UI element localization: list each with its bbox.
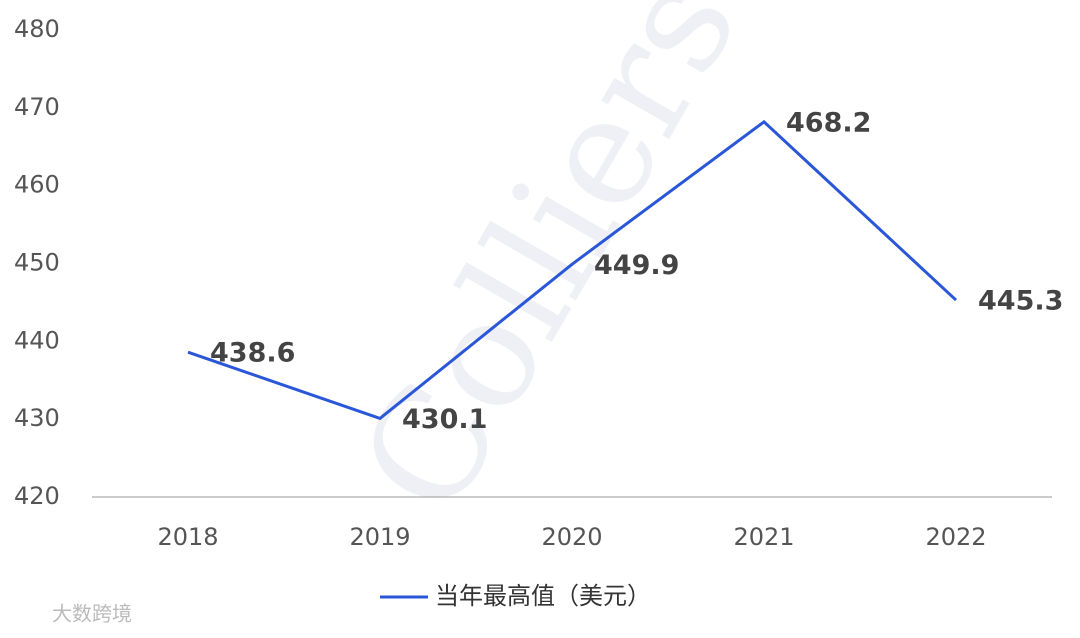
x-tick-label: 2020 bbox=[541, 523, 602, 551]
line bbox=[187, 119, 958, 421]
y-tick-label: 430 bbox=[14, 404, 60, 432]
y-tick-label: 480 bbox=[14, 15, 60, 43]
y-tick-label: 420 bbox=[14, 482, 60, 510]
x-tick-label: 2018 bbox=[157, 523, 218, 551]
data-label: 449.9 bbox=[594, 250, 679, 281]
x-tick-label: 2022 bbox=[925, 523, 986, 551]
data-label: 430.1 bbox=[402, 404, 487, 435]
x-tick-label: 2021 bbox=[733, 523, 794, 551]
data-label: 445.3 bbox=[978, 286, 1063, 317]
data-label: 438.6 bbox=[210, 338, 295, 369]
watermark-logo: 大数跨境 bbox=[52, 602, 132, 626]
y-tick-label: 470 bbox=[14, 93, 60, 121]
y-tick-label: 460 bbox=[14, 171, 60, 199]
y-tick-label: 450 bbox=[14, 249, 60, 277]
data-label: 468.2 bbox=[786, 107, 871, 138]
y-tick-label: 440 bbox=[14, 326, 60, 354]
watermark: Colliers bbox=[328, 0, 772, 541]
legend-label: 当年最高值（美元） bbox=[435, 582, 651, 610]
x-tick-label: 2019 bbox=[349, 523, 410, 551]
